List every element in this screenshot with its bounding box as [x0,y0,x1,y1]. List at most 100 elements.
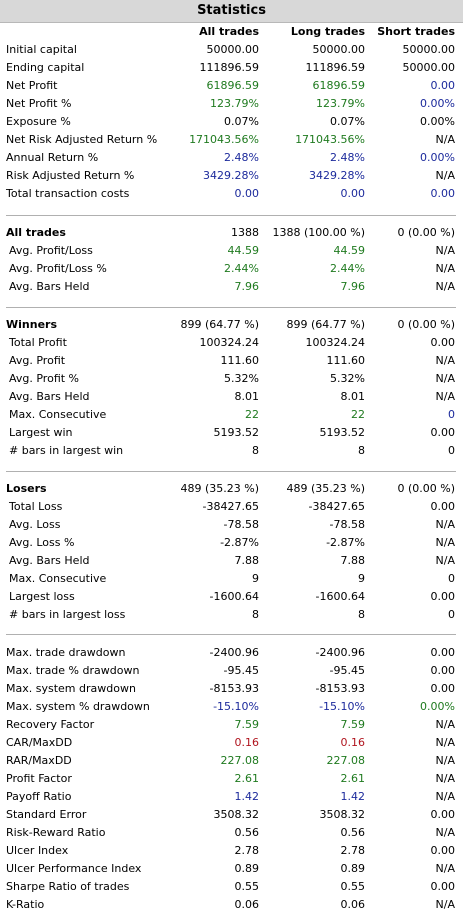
stat-value-long: 2.48% [330,151,365,164]
stat-value-long: 44.59 [333,244,366,257]
stat-value-long: -78.58 [329,518,365,531]
stat-label: Recovery Factor [6,718,95,731]
stat-label: CAR/MaxDD [6,736,73,749]
section-divider [6,307,456,308]
stat-value-long: 7.88 [340,554,366,567]
stat-value-short: N/A [435,280,455,293]
stat-value-all: 227.08 [220,754,260,767]
stat-value-all: 100324.24 [199,336,260,349]
stat-value-all: 111.60 [220,354,260,367]
stat-value-long: 9 [358,572,365,585]
stat-row-max-consecutive: Max. Consecutive 9 9 0 [0,570,463,588]
stat-value-long: 2.78 [340,844,366,857]
stat-value-all: 3508.32 [213,808,260,821]
stat-row-initial-capital: Initial capital 50000.00 50000.00 50000.00 [0,41,463,59]
stat-value-short: N/A [435,390,455,403]
stat-row-recovery-factor: Recovery Factor 7.59 7.59 N/A [0,716,463,734]
stat-value-all: -8153.93 [209,682,259,695]
panel-title: Statistics [197,3,266,18]
stat-value-short: 0.00 [430,844,456,857]
stat-label: Avg. Profit % [9,372,80,385]
stat-value-short: N/A [435,772,455,785]
stat-value-long: 5193.52 [319,426,366,439]
stat-label: Total Loss [9,500,63,513]
stat-value-long: 0.00 [340,187,366,200]
stat-value-short: N/A [435,169,455,182]
stat-value-long: -2400.96 [315,646,365,659]
section-header-winners: Winners 899 (64.77 %) 899 (64.77 %) 0 (0.00… [0,316,463,334]
stat-value-short: N/A [435,826,455,839]
stat-value-all: 0.16 [234,736,260,749]
stat-label: Net Profit % [6,97,72,110]
stat-row-standard-error: Standard Error 3508.32 3508.32 0.00 [0,806,463,824]
stat-value-long: 0.06 [340,898,366,911]
stat-row-sharpe-ratio-of-trades: Sharpe Ratio of trades 0.55 0.55 0.00 [0,878,463,896]
stat-value-long: 123.79% [316,97,365,110]
stat-row-k-ratio: K-Ratio 0.06 0.06 N/A [0,896,463,914]
stat-row-annual-return: Annual Return % 2.48% 2.48% 0.00% [0,149,463,167]
section-header-value: 899 (64.77 %) [180,318,259,331]
stat-label: K-Ratio [6,898,45,911]
stat-value-short: 0.00 [430,187,456,200]
stat-row-avg-profit-loss: Avg. Profit/Loss 44.59 44.59 N/A [0,242,463,260]
stat-value-short: N/A [435,133,455,146]
stat-label: Max. Consecutive [9,408,107,421]
stat-label: Avg. Loss % [9,536,75,549]
stat-label: Avg. Profit/Loss [9,244,93,257]
section-divider [6,215,456,216]
stat-label: Risk-Reward Ratio [6,826,106,839]
section-header-value: 0 (0.00 %) [397,318,455,331]
stat-value-short: N/A [435,898,455,911]
stat-value-long: -2.87% [326,536,365,549]
stat-value-short: N/A [435,372,455,385]
stat-row-largest-loss: Largest loss -1600.64 -1600.64 0.00 [0,588,463,606]
stat-row-total-profit: Total Profit 100324.24 100324.24 0.00 [0,334,463,352]
stat-value-all: -2400.96 [209,646,259,659]
stat-value-long: -8153.93 [315,682,365,695]
section-header-losers: Losers 489 (35.23 %) 489 (35.23 %) 0 (0.00 … [0,480,463,498]
stat-value-long: 0.89 [340,862,366,875]
stat-value-all: 61896.59 [206,79,260,92]
stat-value-all: 8 [252,444,259,457]
stat-row-net-profit: Net Profit % 123.79% 123.79% 0.00% [0,95,463,113]
column-header-short-trades: Short trades [377,25,455,38]
stat-row-ending-capital: Ending capital 111896.59 111896.59 50000.00 [0,59,463,77]
stat-row-avg-bars-held: Avg. Bars Held 7.88 7.88 N/A [0,552,463,570]
stat-value-all: 44.59 [227,244,260,257]
stat-value-all: -15.10% [213,700,259,713]
stat-value-long: -15.10% [319,700,365,713]
stat-value-all: 7.96 [234,280,260,293]
stat-label: Largest win [9,426,73,439]
stat-value-all: 0.07% [224,115,259,128]
stat-value-short: N/A [435,790,455,803]
stat-row-total-transaction-costs: Total transaction costs 0.00 0.00 0.00 [0,185,463,203]
stat-value-all: 8.01 [234,390,260,403]
stat-row-ulcer-index: Ulcer Index 2.78 2.78 0.00 [0,842,463,860]
stat-row-total-loss: Total Loss -38427.65 -38427.65 0.00 [0,498,463,516]
stat-value-long: 2.44% [330,262,365,275]
stat-value-short: 0.00 [430,880,456,893]
stat-value-short: N/A [435,718,455,731]
stat-value-all: 1.42 [234,790,260,803]
stat-value-all: 7.59 [234,718,260,731]
section-header-value: 0 (0.00 %) [397,226,455,239]
section-header-value: 1388 [231,226,259,239]
stat-value-long: 171043.56% [295,133,365,146]
stat-value-short: 0.00 [430,682,456,695]
stat-value-short: 0.00% [420,97,455,110]
stat-value-all: 0.89 [234,862,260,875]
stat-value-short: 0.00 [430,500,456,513]
stat-value-all: 0.00 [234,187,260,200]
stat-value-short: 0.00% [420,151,455,164]
column-header-all-trades: All trades [199,25,259,38]
stat-value-long: 0.07% [330,115,365,128]
stat-value-short: 0.00 [430,646,456,659]
stat-value-short: 0.00% [420,115,455,128]
stat-label: Annual Return % [6,151,99,164]
stat-value-all: 111896.59 [199,61,260,74]
stat-label: Max. Consecutive [9,572,107,585]
section-header-value: 899 (64.77 %) [286,318,365,331]
stat-value-all: 2.48% [224,151,259,164]
stat-label: Profit Factor [6,772,72,785]
stat-value-long: 8 [358,608,365,621]
